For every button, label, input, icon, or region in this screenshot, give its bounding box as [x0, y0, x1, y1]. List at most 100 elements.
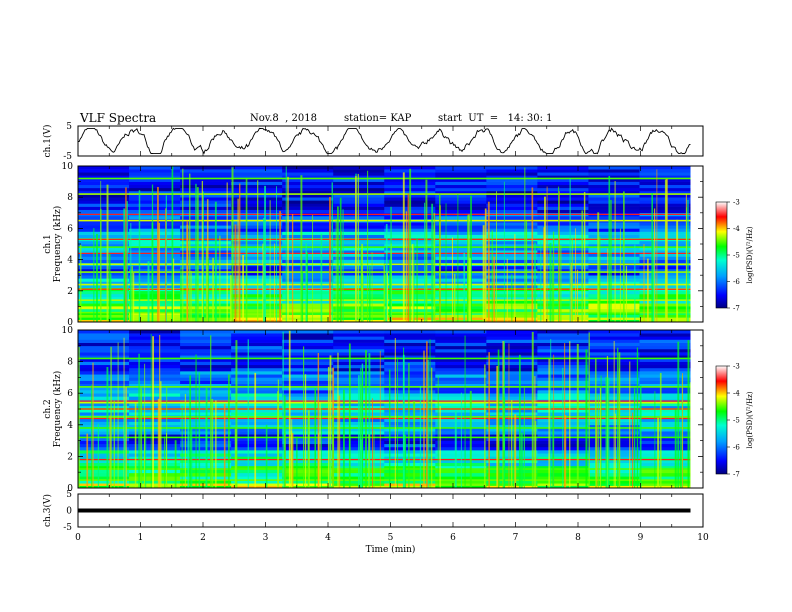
ch2-spec-cell: [384, 434, 436, 438]
ch1-spec-cell: [588, 206, 641, 210]
ch1-spec-sferic: [457, 194, 459, 322]
ch1-spec-cell: [78, 169, 130, 173]
ch1-spec-sferic: [493, 256, 496, 322]
ch2-spec-cell: [282, 386, 334, 391]
ch2-spec-cell: [537, 361, 590, 366]
ch1-spec-cell: [129, 169, 181, 173]
ch1-spec-sferic: [514, 234, 516, 322]
ch2-spec-cell: [639, 348, 692, 353]
ch2-spec-cell: [333, 352, 385, 356]
ch1-spec-cell: [537, 200, 590, 204]
ch1-spec-cell: [78, 225, 130, 229]
ch1-spec-sferic: [407, 193, 410, 322]
ch2-spec-sferic: [520, 432, 523, 488]
ch2-spec-cell: [78, 405, 130, 410]
ch2-spec-sferic: [337, 352, 339, 488]
ch2-spec-cell: [231, 450, 283, 454]
ch2-spec-sferic: [636, 347, 639, 488]
ch1-spec-cell: [231, 306, 283, 310]
ch1-spec-cell: [486, 259, 538, 264]
ch1-spec-cell: [78, 319, 130, 322]
ch2-spec-cell: [639, 339, 692, 343]
ch2-spec-sferic: [86, 433, 89, 488]
ch1-spec-cell: [282, 240, 334, 245]
ch1-spec-cell: [435, 203, 487, 207]
ch1-spec-cell: [78, 200, 130, 204]
x-tick-label: 4: [325, 533, 331, 543]
ch2-spec-cell: [384, 386, 436, 391]
ch2-spec-cell: [486, 339, 538, 343]
ch1-spec-cell: [180, 181, 232, 186]
ch2-spec-cell: [639, 456, 692, 460]
ch2-spec-cell: [639, 377, 692, 381]
ch1-spec-sferic: [413, 243, 415, 322]
ch1-spec-cell: [282, 200, 334, 204]
ch1-spec-cell: [129, 215, 181, 220]
ch2-spec-sferic: [497, 349, 500, 488]
ch1-spec-cell: [180, 187, 232, 192]
ch1-spec-cell: [129, 319, 181, 322]
ch2-spec-sferic: [431, 367, 433, 488]
ch1-spec-cell: [537, 281, 590, 285]
ch2-spec-cell: [384, 472, 436, 477]
ch1-spec-cell: [639, 169, 692, 173]
ch1-spec-cell: [282, 234, 334, 239]
ch2-spec-cell: [384, 431, 436, 435]
ch2-spec-sferic: [595, 358, 597, 488]
ch1-spec-cell: [78, 256, 130, 260]
ch2-spec-sferic: [674, 409, 677, 488]
ch1-spec-cell: [333, 203, 385, 207]
ch1-spec-cell: [231, 303, 283, 307]
ch1-spec-cell: [537, 175, 590, 179]
ch2-spec-sferic: [291, 419, 293, 488]
ch1-spec-sferic: [96, 233, 98, 322]
ch2-spec-cell: [639, 409, 692, 413]
ch1-spec-cell: [282, 278, 334, 282]
ch1-spec-cell: [435, 256, 487, 260]
ch2-spec-sferic: [633, 388, 636, 488]
ch2-spec-cell: [231, 459, 283, 464]
ch3-ytick-label: 0: [66, 507, 72, 517]
x-tick-label: 9: [638, 533, 644, 543]
ch1-spec-sferic: [511, 274, 513, 322]
ch1-spec-cell: [78, 187, 130, 192]
ch2-spec-sferic: [304, 374, 307, 488]
ch1-spec-cell: [231, 290, 283, 295]
ch1-spec-cell: [231, 178, 283, 182]
ch2-spec-cell: [129, 424, 181, 429]
ch2-spec-sferic: [117, 342, 119, 488]
ch2-spec-sferic: [195, 354, 197, 488]
ch1-spec-cell: [129, 203, 181, 207]
ch1-spec-cell: [282, 194, 334, 198]
ch1-spec-cell: [537, 166, 590, 170]
ch2-spec-sferic: [109, 415, 111, 488]
x-tick-label: 6: [450, 533, 456, 543]
ch2-spec-sferic: [613, 340, 615, 488]
ch1-spec-cell: [333, 268, 385, 273]
ch2-spec-cell: [231, 446, 283, 451]
ch1-spec-cell: [231, 314, 283, 318]
ch2-spec-cell: [180, 348, 232, 353]
ch2-spec-sferic: [106, 367, 109, 488]
ch1-spec-cell: [537, 306, 590, 310]
ch1-spec-cell: [588, 268, 641, 273]
ch2-spec-cell: [435, 390, 487, 394]
ch1-spec-cell: [282, 225, 334, 229]
ch1-spec-cell: [180, 175, 232, 179]
ch1-spec-cell: [180, 225, 232, 229]
ch2-spec-cell: [639, 483, 692, 486]
ch1-spec-sferic: [525, 220, 528, 322]
ch1-spec-cell: [282, 259, 334, 264]
ch1-spec-cell: [129, 250, 181, 254]
ch1-spec-cell: [333, 190, 385, 195]
ch1-spec-sferic: [405, 211, 408, 322]
ch2-spec-cell: [129, 402, 181, 407]
ch1-spec-cell: [333, 314, 385, 318]
ch2-spec-cell: [282, 396, 334, 400]
ch2-spec-sferic: [184, 394, 186, 488]
ch2-spec-sferic: [360, 367, 362, 488]
ch2-spec-cell: [78, 364, 130, 369]
ch1-spec-cell: [486, 253, 538, 257]
ch1-spec-sferic: [263, 218, 265, 322]
ch2-spec-cell: [180, 358, 232, 362]
